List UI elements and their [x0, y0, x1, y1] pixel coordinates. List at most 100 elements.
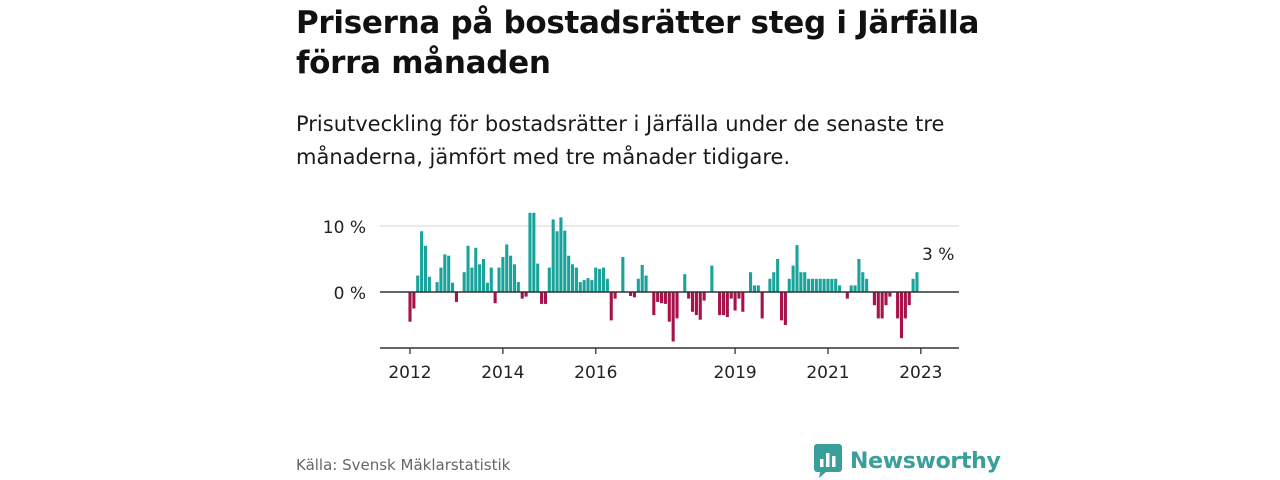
bar: [636, 278, 640, 292]
bar: [586, 278, 590, 292]
bar: [462, 272, 466, 292]
bar: [861, 272, 865, 292]
logo-bar-2: [826, 453, 830, 467]
bar: [687, 292, 691, 299]
bar: [667, 292, 671, 322]
bar: [509, 255, 513, 292]
bar-chart-logo-icon: [814, 444, 842, 478]
bar: [439, 267, 443, 292]
bar: [427, 276, 431, 292]
logo-bar-1: [820, 459, 824, 467]
bar: [594, 267, 598, 292]
bar: [598, 268, 602, 292]
bar: [710, 265, 714, 292]
bar: [896, 292, 900, 319]
bar: [435, 282, 439, 292]
bar: [466, 245, 470, 292]
bar: [772, 272, 776, 292]
bar: [493, 292, 497, 304]
bar: [741, 292, 745, 312]
bar: [899, 292, 904, 339]
bar: [849, 285, 853, 292]
bar: [783, 292, 787, 325]
bar: [578, 282, 582, 292]
bar: [822, 278, 826, 292]
bar: [872, 292, 876, 306]
bar: [443, 254, 447, 292]
bar: [907, 292, 911, 306]
bar: [555, 231, 559, 292]
bar: [865, 278, 869, 292]
chart-title: Priserna på bostadsrätter steg i Järfäll…: [296, 5, 980, 81]
bar: [826, 278, 830, 292]
bar: [733, 292, 737, 311]
bar: [834, 278, 838, 292]
bar: [590, 280, 594, 292]
bar: [911, 278, 915, 292]
bar: [563, 230, 567, 292]
bar: [768, 278, 772, 292]
bar: [640, 264, 644, 292]
price-change-chart: 10 % 0 % 2012 2014 2016 2019 2021 2023 3 %: [323, 212, 959, 383]
bar: [520, 292, 524, 299]
bar: [671, 292, 675, 342]
bar: [876, 292, 880, 319]
bar: [574, 267, 578, 292]
bar: [799, 272, 803, 292]
logo-bar-3: [832, 456, 836, 467]
bar: [853, 285, 857, 292]
bar: [505, 244, 509, 292]
y-tick-label: 0 %: [334, 284, 366, 304]
bar: [818, 278, 822, 292]
bar: [749, 272, 753, 292]
x-tick-label: 2016: [574, 363, 617, 383]
bar: [570, 264, 575, 292]
bar: [756, 285, 760, 292]
latest-value-label: 3 %: [922, 245, 954, 265]
bar: [903, 292, 907, 319]
bar: [516, 282, 520, 292]
bar: [524, 292, 528, 297]
bar: [423, 245, 428, 292]
bar: [420, 231, 424, 292]
bar: [501, 257, 505, 292]
bar: [830, 278, 834, 292]
bar: [629, 292, 633, 296]
y-tick-label: 10 %: [323, 218, 366, 238]
bar: [497, 267, 501, 292]
bar: [474, 247, 478, 292]
bar: [675, 292, 679, 319]
bar: [644, 275, 648, 292]
brand-name: Newsworthy: [850, 448, 1001, 474]
bar: [485, 282, 489, 292]
bar: [838, 285, 842, 292]
bar: [807, 278, 811, 292]
bar: [810, 278, 815, 292]
bar: [454, 292, 458, 302]
bar: [605, 278, 609, 292]
bar: [803, 272, 807, 292]
bar: [915, 272, 919, 292]
bar: [760, 292, 764, 319]
source-note: Källa: Svensk Mäklarstatistik: [296, 456, 511, 474]
bar: [721, 292, 726, 316]
bar: [532, 212, 536, 292]
newsworthy-logo[interactable]: Newsworthy: [814, 444, 1001, 478]
bar: [528, 212, 532, 292]
bar: [656, 292, 660, 302]
bar: [632, 292, 637, 298]
bar: [416, 275, 420, 292]
bar: [489, 267, 493, 292]
bar: [787, 278, 791, 292]
bar: [547, 267, 551, 292]
bar: [857, 259, 861, 292]
bar: [752, 285, 756, 292]
bar: [791, 265, 795, 292]
bar: [481, 259, 486, 292]
x-tick-label: 2019: [713, 363, 756, 383]
bar: [776, 259, 780, 292]
bar: [559, 217, 563, 292]
bar: [567, 255, 571, 292]
bar: [408, 292, 412, 322]
bar: [551, 219, 555, 292]
